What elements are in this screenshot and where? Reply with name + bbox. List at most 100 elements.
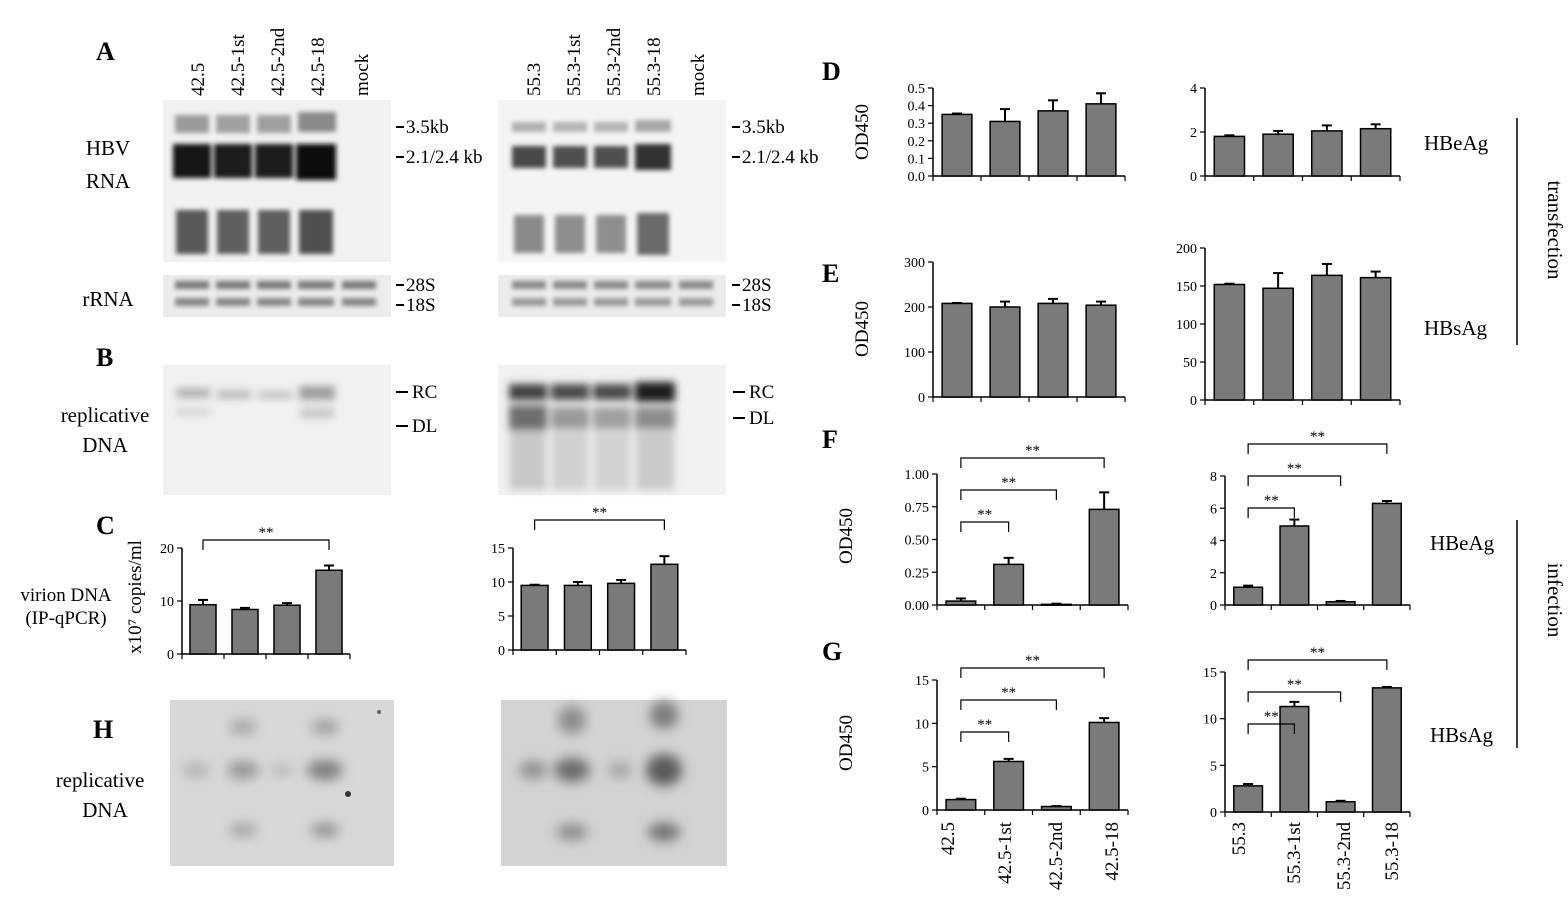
replicative-label: replicative [61,403,150,427]
marker-2-1kb: 2.1/2.4 kb [742,147,819,168]
bar [1233,586,1264,606]
x-labels-left: 42.5 42.5-1st 42.5-2nd 42.5-18 [938,821,1123,890]
hbsag-label-infection: HBsAg [1430,723,1494,747]
y-tick-label: 0.25 [905,566,930,581]
x-axis-label: 42.5 [938,822,959,855]
bar [989,306,1021,398]
x-axis-label: 55.3-1st [1284,821,1305,883]
significance-bracket [960,731,1010,742]
bar [650,563,679,651]
x-labels-right: 55.3 55.3-1st 55.3-2nd 55.3-18 [1229,821,1403,890]
x-axis-label: 42.5-1st [995,821,1016,883]
y-tick-label: 10 [1203,713,1217,728]
side-labels-a: HBV RNA rRNA [82,136,134,311]
y-tick-label: 0.50 [905,534,930,549]
y-tick-label: 0.00 [905,599,930,614]
significance-bracket [202,539,330,550]
bar [1279,525,1310,606]
significance-bracket [960,521,1010,532]
bar [1088,508,1120,606]
marker-18s: 18S [406,295,436,316]
bar [1085,304,1117,398]
y-tick-label: 0 [1210,806,1217,821]
significance-marker: ** [1025,653,1040,669]
bar [993,563,1025,606]
y-tick-label: 200 [904,301,925,316]
bar [1037,110,1069,177]
chart-f-right: 0 2 4 6 8 ** ** ** [1210,429,1411,614]
y-tick-label: 0 [922,804,929,819]
bar [1088,721,1120,811]
y-tick-label: 0.0 [908,170,926,185]
lane-labels-left: 42.5 42.5-1st 42.5-2nd 42.5-18 mock [188,27,373,96]
significance-bracket [1247,723,1295,734]
significance-marker: ** [977,507,992,523]
bar [1085,103,1117,177]
x-axis-label: 55.3 [1229,822,1250,855]
y-tick-label: 2 [1210,567,1217,582]
markers-a-right: 3.5kb 2.1/2.4 kb 28S 18S [732,117,819,316]
marker-2-1kb: 2.1/2.4 kb [406,147,483,168]
hbeag-label-transfection: HBeAg [1424,131,1489,155]
significance-marker: ** [259,525,274,541]
markers-a-left: 3.5kb 2.1/2.4 kb 28S 18S [396,117,483,316]
bar [315,569,343,655]
northern-blot-right [498,100,726,262]
y-tick-label: 4 [1210,535,1217,550]
chart-e-right: 0 50 100 150 200 [1176,242,1401,409]
bar [1325,800,1356,813]
y-tick-label: 200 [1176,242,1197,257]
lane-label: 42.5-18 [308,37,329,96]
bar [1325,601,1356,606]
southern-blot-h-left [170,700,394,866]
y-tick-label: 0.1 [908,152,926,167]
y-tick-label: 0.5 [908,82,926,97]
significance-marker: ** [1001,475,1016,491]
panel-label-f: F [822,425,838,454]
lane-labels-right: 55.3 55.3-1st 55.3-2nd 55.3-18 mock [524,27,709,96]
southern-blot-b-left [163,365,391,495]
marker-3-5kb: 3.5kb [406,117,449,138]
bar [1233,785,1264,813]
lane-label: 42.5-1st [228,34,249,96]
marker-dl: DL [412,416,437,437]
dna-label: DNA [82,798,128,822]
y-axis-label-e: OD450 [852,301,873,357]
panel-label-c: C [96,511,115,540]
bar [189,603,217,655]
dna-label: DNA [82,433,128,457]
rna-label: RNA [86,169,131,193]
y-tick-label: 0.4 [908,100,926,115]
significance-marker: ** [1310,429,1325,445]
bar [1371,687,1402,813]
chart-f-left: 0.00 0.25 0.50 0.75 1.00 ** ** ** [905,443,1129,614]
panel-label-d: D [822,57,841,86]
y-tick-label: 150 [1176,280,1197,295]
y-axis-label-g: OD450 [836,715,857,771]
markers-b: RC DL RC DL [396,382,774,437]
y-tick-label: 5 [498,610,505,625]
bar [1311,274,1343,401]
y-tick-label: 0 [918,391,925,406]
y-tick-label: 50 [1183,356,1197,371]
significance-marker: ** [1287,677,1302,693]
panel-label-g: G [822,637,842,666]
y-axis-label-c: x10⁷ copies/ml [125,540,146,654]
y-tick-label: 4 [1190,82,1197,97]
lane-label: 55.3-2nd [604,27,625,96]
marker-rc: RC [412,382,437,403]
bar [1262,287,1294,401]
bar [1359,127,1392,177]
chart-c-left: 0 10 20 ** [160,525,351,663]
x-axis-label: 55.3-18 [1382,822,1403,881]
y-tick-label: 6 [1210,502,1217,517]
significance-bracket [1247,659,1388,670]
transfection-label: transfection [1543,180,1567,280]
marker-dl: DL [749,408,774,429]
bar [941,113,973,177]
hbv-label: HBV [86,136,130,160]
significance-marker: ** [1287,461,1302,477]
lane-label: 42.5 [188,63,209,96]
bar [1311,130,1343,177]
panel-label-a: A [96,37,115,66]
